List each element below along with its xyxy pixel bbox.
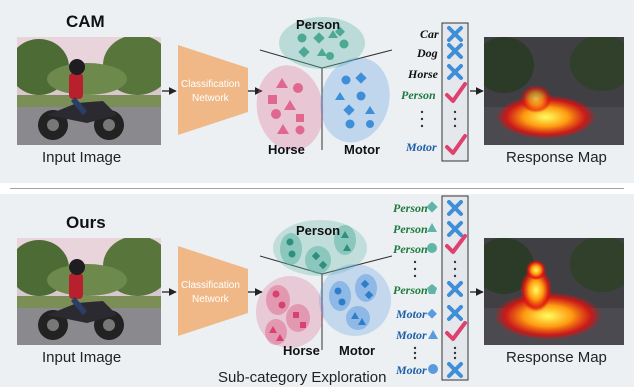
cam-output-caption: Response Map — [506, 149, 607, 166]
cross-icon — [447, 64, 463, 80]
cam-horse-label: Horse — [268, 142, 305, 157]
vertical-ellipsis-icon — [453, 110, 457, 128]
check-icon — [445, 321, 467, 341]
cam-response-map — [484, 37, 624, 145]
ours-class-person-1: Person — [393, 201, 428, 215]
check-icon — [445, 134, 467, 155]
cross-icon — [447, 281, 463, 297]
check-icon — [445, 234, 467, 254]
ours-network-block — [178, 246, 248, 336]
ours-horse-label: Horse — [283, 343, 320, 358]
panel-divider — [10, 188, 624, 189]
cross-icon — [447, 200, 463, 216]
cross-icon — [447, 362, 463, 378]
vertical-ellipsis-icon — [420, 110, 424, 128]
cam-input-caption: Input Image — [42, 149, 122, 166]
ours-output-caption: Response Map — [506, 349, 607, 366]
cam-person-cluster — [279, 17, 365, 69]
ours-title: Ours — [66, 213, 106, 232]
ours-input-image — [17, 238, 161, 345]
cross-icon — [447, 221, 463, 237]
person-triangle-marker — [427, 223, 437, 232]
vertical-ellipsis-icon — [413, 260, 417, 278]
cam-feature-space — [256, 17, 393, 151]
ours-network-label-line2: Network — [192, 294, 229, 305]
cam-title: CAM — [66, 12, 105, 31]
cam-network-label-line1: Classification — [181, 79, 240, 90]
vertical-ellipsis-icon — [453, 260, 457, 278]
ours-person-label: Person — [296, 223, 341, 238]
ours-response-map — [484, 238, 624, 345]
vertical-ellipsis-icon — [413, 346, 417, 360]
person-circle-marker — [427, 243, 437, 253]
cam-network-label-line2: Network — [192, 93, 229, 104]
cam-class-car: Car — [420, 27, 439, 41]
check-icon — [445, 82, 467, 103]
cam-class-person: Person — [401, 88, 436, 102]
vertical-ellipsis-icon — [453, 346, 457, 360]
cross-icon — [447, 26, 463, 42]
motor-circle-marker — [428, 364, 438, 374]
cam-class-horse: Horse — [408, 67, 438, 81]
cross-icon — [447, 43, 463, 59]
ours-class-person-4: Person — [393, 283, 428, 297]
sub-category-exploration-caption: Sub-category Exploration — [218, 369, 387, 386]
ours-class-person-3: Person — [393, 242, 428, 256]
cross-icon — [447, 305, 463, 321]
ours-class-motor-3: Motor — [396, 363, 427, 377]
cam-class-dog: Dog — [417, 46, 438, 60]
ours-input-caption: Input Image — [42, 349, 122, 366]
ours-class-motor-2: Motor — [396, 328, 427, 342]
person-diamond-marker — [426, 201, 438, 213]
ours-feature-space — [256, 220, 393, 350]
cam-class-motor: Motor — [406, 140, 437, 154]
cam-input-image — [17, 37, 161, 145]
cam-motor-label: Motor — [344, 142, 381, 157]
ours-motor-label: Motor — [339, 343, 376, 358]
cam-network-block — [178, 45, 248, 135]
ours-class-person-2: Person — [393, 222, 428, 236]
ours-network-label-line1: Classification — [181, 280, 240, 291]
motor-triangle-marker — [428, 330, 438, 339]
person-pentagon-marker — [427, 284, 437, 294]
cam-person-label: Person — [296, 17, 341, 32]
ours-class-motor-1: Motor — [396, 307, 427, 321]
motor-diamond-marker — [427, 308, 437, 319]
